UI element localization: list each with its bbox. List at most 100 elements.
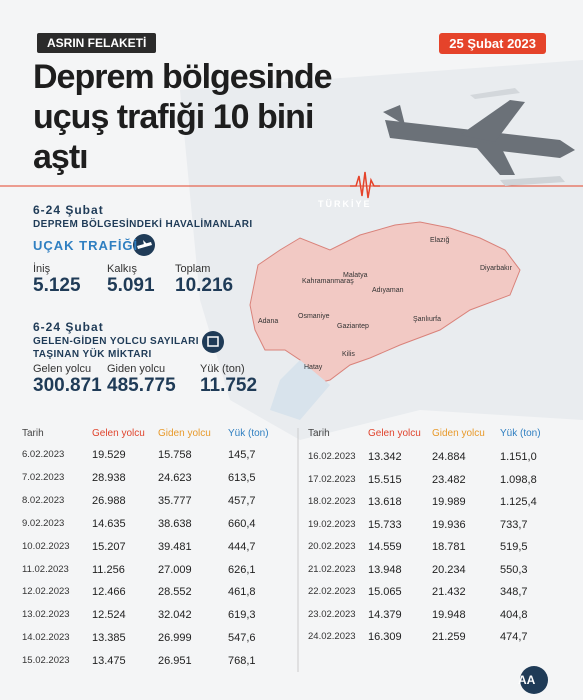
date-cell: 8.02.2023 <box>22 494 65 506</box>
table-cell: 768,1 <box>228 655 256 668</box>
table-cell: 14.635 <box>92 517 126 530</box>
table-cell: 11.256 <box>92 563 125 576</box>
table-cell: 519,5 <box>500 541 528 553</box>
table-cell: 404,8 <box>500 608 528 621</box>
category-badge: ASRIN FELAKETİ <box>37 33 157 53</box>
column-header: Gelen yolcu <box>368 428 421 439</box>
table-cell: 27.009 <box>158 563 192 576</box>
date-cell: 14.02.2023 <box>22 632 70 644</box>
city-label: Malatya <box>343 272 368 279</box>
table-cell: 16.309 <box>368 631 402 643</box>
stat-value: 11.752 <box>200 375 258 396</box>
date-cell: 9.02.2023 <box>22 517 65 529</box>
city-label: Adıyaman <box>372 287 404 294</box>
table-cell: 13.475 <box>92 655 126 668</box>
date-cell: 19.02.2023 <box>308 518 356 530</box>
table-cell: 626,1 <box>228 563 256 576</box>
table-cell: 19.529 <box>92 449 126 461</box>
date-cell: 18.02.2023 <box>308 496 356 507</box>
stat-value: 5.091 <box>107 275 155 296</box>
plane-silhouette <box>500 176 565 186</box>
stat-label: Toplam <box>175 263 211 275</box>
column-header: Gelen yolcu <box>92 428 145 439</box>
earthquake-region <box>249 221 521 386</box>
city-label: Kahramanmaraş <box>302 278 354 285</box>
date-cell: 11.02.2023 <box>22 563 69 575</box>
date-cell: 22.02.2023 <box>308 586 356 597</box>
stat-label: Kalkış <box>107 263 137 275</box>
table-cell: 28.552 <box>158 586 192 599</box>
table-cell: 15.515 <box>368 473 402 486</box>
stat-value: 10.216 <box>175 275 234 296</box>
table-cell: 15.207 <box>92 540 126 553</box>
table-cell: 348,7 <box>500 586 528 598</box>
city-label: Adana <box>258 318 279 325</box>
period: 6-24 Şubat <box>33 320 104 334</box>
city-label: Osmaniye <box>298 313 330 320</box>
period: 6-24 Şubat <box>33 203 104 217</box>
column-header: Giden yolcu <box>158 428 211 439</box>
stat-value: 5.125 <box>33 275 81 296</box>
table-cell: 35.777 <box>158 494 192 507</box>
subtitle: TAŞINAN YÜK MİKTARI <box>33 349 152 360</box>
title-line: aştı <box>33 138 89 176</box>
date-cell: 17.02.2023 <box>308 473 356 485</box>
table-cell: 12.524 <box>92 609 126 622</box>
city-label: Elazığ <box>430 237 450 244</box>
table-cell: 13.385 <box>92 632 126 645</box>
table-cell: 39.481 <box>158 540 192 553</box>
table-cell: 24.623 <box>158 471 192 484</box>
stat-label: Giden yolcu <box>107 363 166 375</box>
table-cell: 26.999 <box>158 632 192 645</box>
stat-value: 300.871 <box>33 375 102 396</box>
table-cell: 15.733 <box>368 518 402 531</box>
plane-silhouette <box>470 88 520 99</box>
table-cell: 28.938 <box>92 471 126 484</box>
table-cell: 660,4 <box>228 517 256 530</box>
table-cell: 19.948 <box>432 608 466 621</box>
date-cell: 6.02.2023 <box>22 449 65 460</box>
seismograph <box>350 171 380 199</box>
column-header: Giden yolcu <box>432 428 485 439</box>
table-cell: 24.884 <box>432 451 466 463</box>
subtitle: DEPREM BÖLGESİNDEKİ HAVALİMANLARI <box>33 219 253 230</box>
table-cell: 13.618 <box>368 496 402 508</box>
luggage-glyph <box>207 336 219 347</box>
stat-value: 485.775 <box>107 375 176 396</box>
city-label: Şanlıurfa <box>413 316 442 323</box>
logo-mark <box>520 666 548 694</box>
table-cell: 613,5 <box>228 471 256 484</box>
date-cell: 10.02.2023 <box>22 540 70 552</box>
date-cell: 24.02.2023 <box>308 631 356 642</box>
table-cell: 457,7 <box>228 494 256 507</box>
table-cell: 14.559 <box>368 541 402 553</box>
table-cell: 619,3 <box>228 609 256 622</box>
table-cell: 461,8 <box>228 586 256 599</box>
date-cell: 13.02.2023 <box>22 609 70 621</box>
passenger-badge <box>202 331 224 353</box>
table-cell: 15.758 <box>158 449 192 461</box>
table-cell: 26.988 <box>92 494 126 507</box>
column-header: Yük (ton) <box>500 428 541 439</box>
section-heading: UÇAK TRAFİĞİ <box>33 238 139 253</box>
date-cell: 7.02.2023 <box>22 471 65 483</box>
table-cell: 1.151,0 <box>500 451 537 463</box>
plane-glyph <box>137 240 152 249</box>
date-cell: 23.02.2023 <box>308 608 356 620</box>
date-cell: 16.02.2023 <box>308 451 356 462</box>
country-label: TÜRKİYE <box>318 199 372 209</box>
table-cell: 15.065 <box>368 586 402 598</box>
table-cell: 14.379 <box>368 608 402 621</box>
table-cell: 38.638 <box>158 517 192 530</box>
date-cell: 20.02.2023 <box>308 541 356 552</box>
table-cell: 13.342 <box>368 451 402 463</box>
plane-icon <box>383 100 575 175</box>
table-cell: 21.259 <box>432 631 466 643</box>
table-cell: 547,6 <box>228 632 256 645</box>
date-cell: 21.02.2023 <box>308 563 356 575</box>
stat-label: Gelen yolcu <box>33 363 92 375</box>
table-cell: 18.781 <box>432 541 466 553</box>
sea <box>270 360 330 420</box>
